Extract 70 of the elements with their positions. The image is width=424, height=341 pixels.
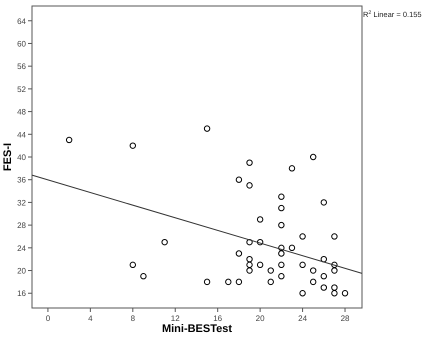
point xyxy=(246,238,253,246)
point xyxy=(278,194,285,200)
point xyxy=(268,267,274,274)
point xyxy=(204,278,210,286)
point xyxy=(236,278,242,286)
point xyxy=(246,256,253,262)
point xyxy=(246,159,253,166)
point xyxy=(288,244,296,252)
point xyxy=(246,262,253,268)
point xyxy=(299,262,306,268)
y-tick-label: 56 xyxy=(17,62,27,72)
x-tick-label: 28 xyxy=(340,314,350,323)
point xyxy=(299,233,306,240)
point xyxy=(310,267,316,274)
point xyxy=(268,278,274,286)
point xyxy=(288,165,296,172)
y-tick-label: 40 xyxy=(17,153,27,162)
point xyxy=(320,284,327,291)
point xyxy=(331,267,338,274)
point xyxy=(246,182,253,189)
x-tick-label: 16 xyxy=(213,314,223,323)
x-tick-label: 12 xyxy=(170,314,180,323)
point xyxy=(310,154,316,160)
point xyxy=(256,262,264,268)
point xyxy=(130,262,136,268)
point xyxy=(278,222,285,228)
point xyxy=(130,142,136,149)
y-tick-label: 44 xyxy=(17,130,27,140)
y-tick-label: 64 xyxy=(17,16,27,26)
point xyxy=(331,290,338,296)
x-tick-label: 20 xyxy=(256,314,266,323)
point xyxy=(278,262,285,268)
point xyxy=(236,176,242,183)
x-tick-label: 4 xyxy=(88,314,94,323)
point xyxy=(161,238,168,246)
point xyxy=(278,250,285,257)
y-tick-label: 16 xyxy=(17,289,27,298)
y-tick-label: 52 xyxy=(17,84,27,94)
x-tick-label: 8 xyxy=(130,314,136,323)
point xyxy=(299,290,306,296)
x-tick-label: 0 xyxy=(46,314,51,323)
y-tick-label: 20 xyxy=(17,266,27,276)
point xyxy=(66,136,72,144)
point xyxy=(320,256,327,262)
y-tick-label: 36 xyxy=(17,176,27,185)
point xyxy=(256,238,264,246)
y-tick-label: 48 xyxy=(17,108,27,117)
y-tick-label: 28 xyxy=(17,221,27,230)
point xyxy=(256,216,264,223)
point xyxy=(246,267,253,274)
point xyxy=(320,199,327,206)
point xyxy=(331,233,338,240)
point xyxy=(310,278,316,286)
x-tick-label: 24 xyxy=(298,314,308,323)
point xyxy=(331,284,338,291)
y-tick-label: 60 xyxy=(17,39,27,48)
y-axis-title: FES-I xyxy=(2,142,14,172)
point xyxy=(236,250,242,257)
point xyxy=(342,290,348,296)
y-tick-label: 32 xyxy=(17,198,27,208)
x-axis-title: Mini-BESTest xyxy=(162,323,232,335)
point xyxy=(225,278,232,286)
point xyxy=(331,262,338,268)
point xyxy=(278,204,285,212)
point xyxy=(140,273,147,280)
y-tick-label: 24 xyxy=(17,244,27,253)
point xyxy=(278,244,285,252)
point xyxy=(320,273,327,280)
point xyxy=(204,125,210,132)
point xyxy=(278,273,285,280)
